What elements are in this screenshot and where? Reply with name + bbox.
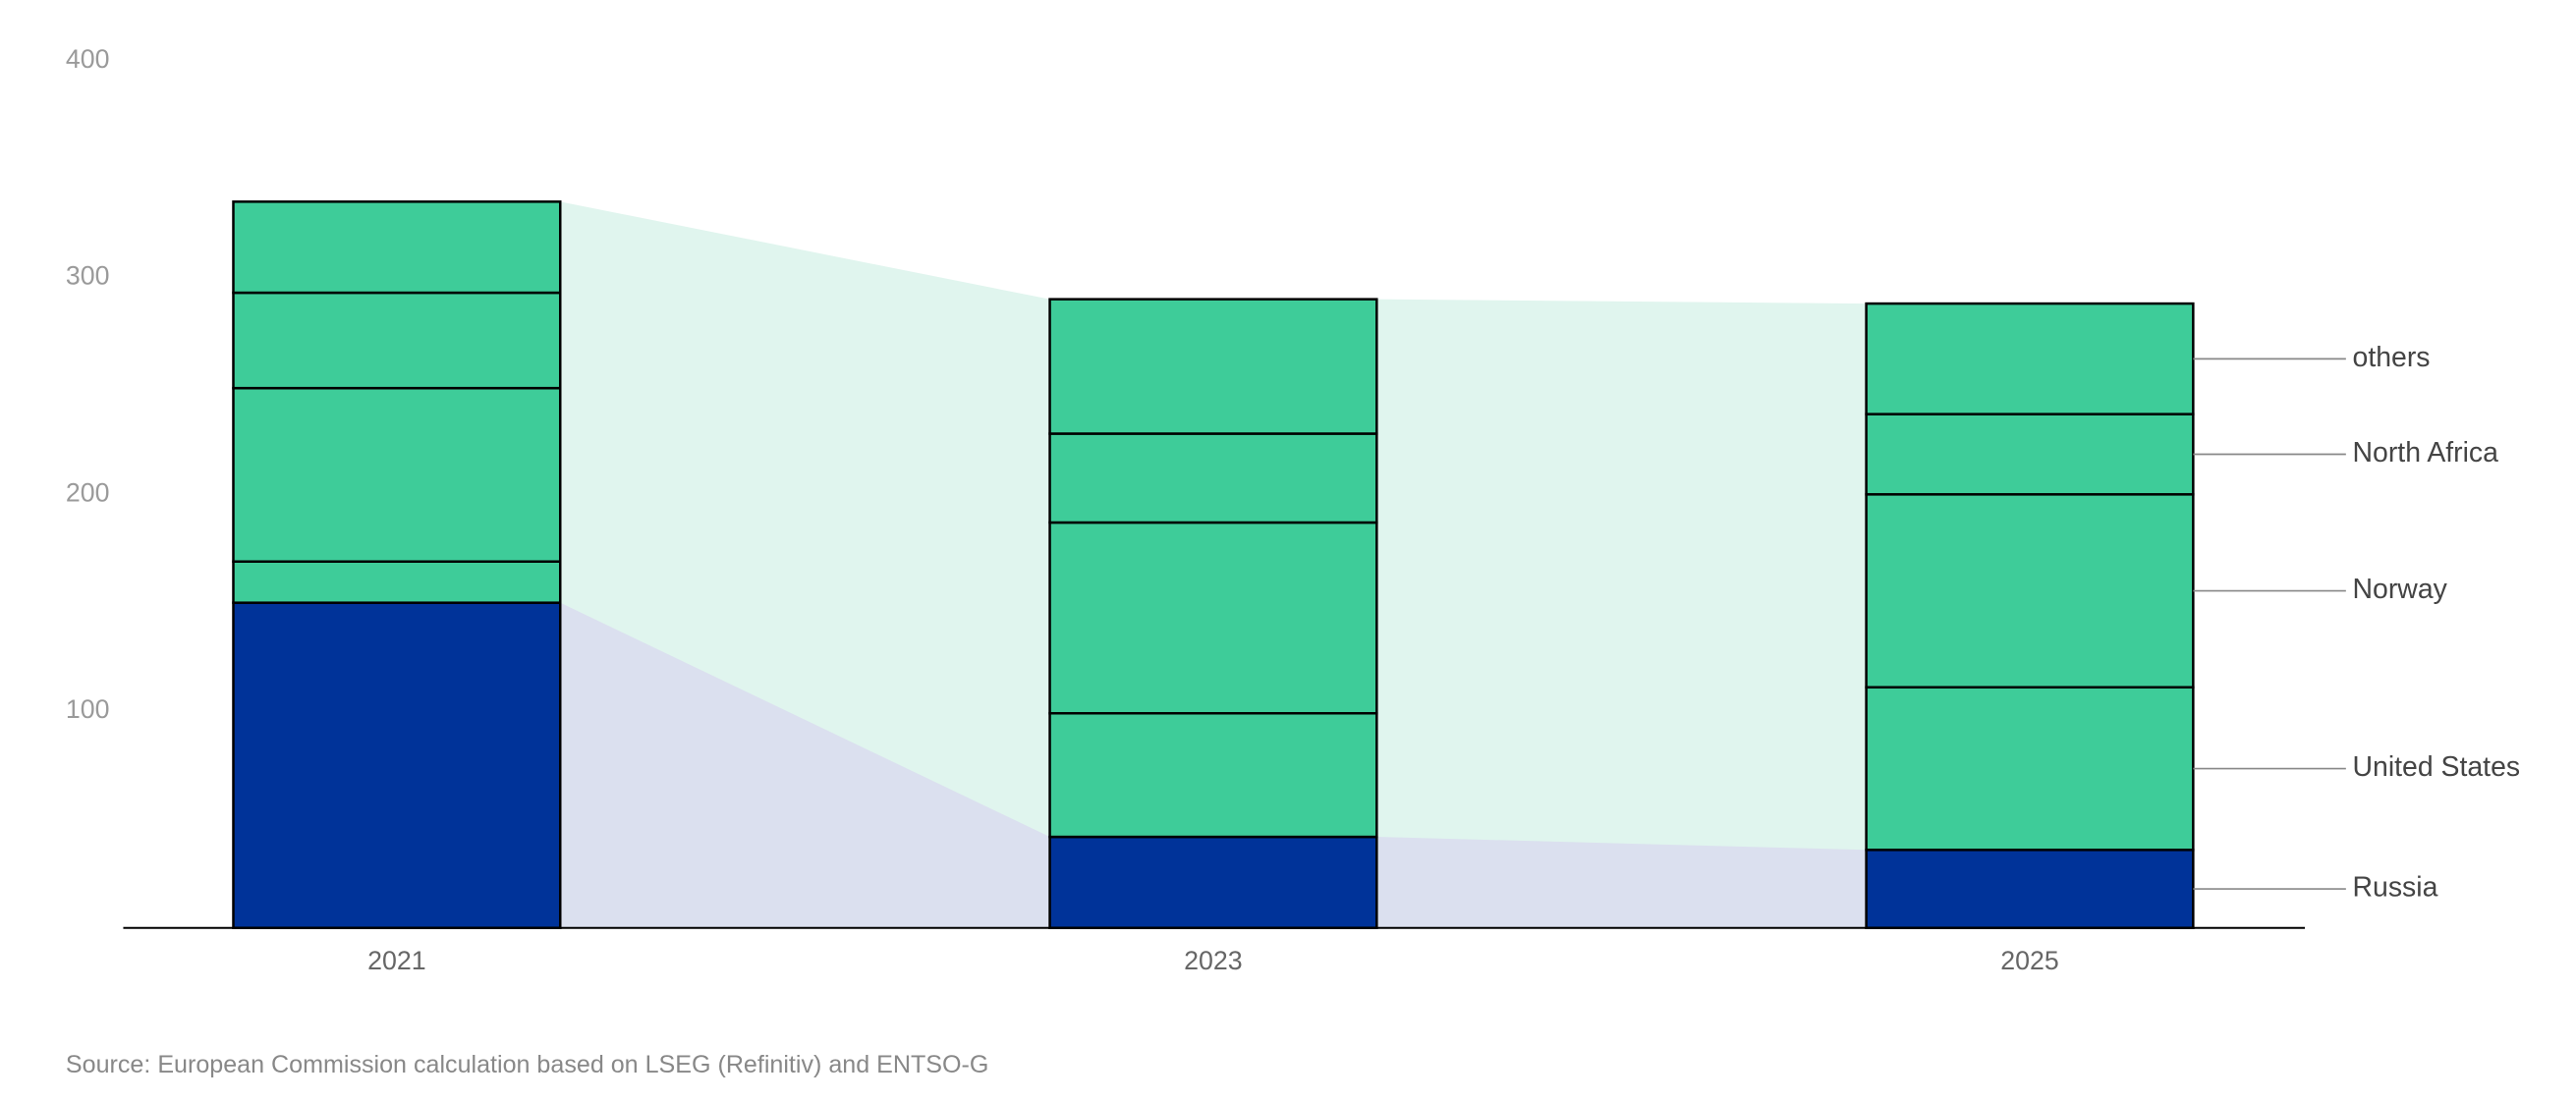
bar-segment — [1865, 849, 2195, 930]
legend-label: United States — [2353, 751, 2521, 783]
y-tick-label: 200 — [66, 477, 110, 507]
y-tick-label: 300 — [66, 261, 110, 291]
legend-label: North Africa — [2353, 437, 2499, 468]
y-tick-label: 400 — [66, 44, 110, 74]
bar-segment — [232, 601, 562, 930]
y-tick-label: 100 — [66, 694, 110, 724]
x-tick-label: 2023 — [1184, 946, 1243, 975]
bar-segment — [1048, 298, 1378, 435]
bar-segment — [1048, 432, 1378, 524]
bar-segment — [1865, 302, 2195, 415]
legend-label: others — [2353, 342, 2431, 373]
bar-segment — [232, 560, 562, 604]
bar-segment — [1048, 835, 1378, 930]
legend-label: Russia — [2353, 872, 2438, 904]
legend-label: Norway — [2353, 574, 2448, 605]
bar-segment — [1048, 521, 1378, 715]
bar-segment — [232, 291, 562, 390]
bar-segment — [232, 200, 562, 295]
connector-area — [1376, 837, 1867, 928]
source-note: Source: European Commission calculation … — [66, 1051, 988, 1078]
bar-segment — [1048, 711, 1378, 839]
bar-segment — [232, 386, 562, 563]
x-tick-label: 2025 — [2000, 946, 2059, 975]
x-tick-label: 2021 — [367, 946, 426, 975]
bar-segment — [1865, 413, 2195, 496]
connector-area — [560, 602, 1050, 928]
bar-segment — [1865, 686, 2195, 852]
bar-segment — [1865, 493, 2195, 689]
connector-area — [1376, 299, 1867, 928]
